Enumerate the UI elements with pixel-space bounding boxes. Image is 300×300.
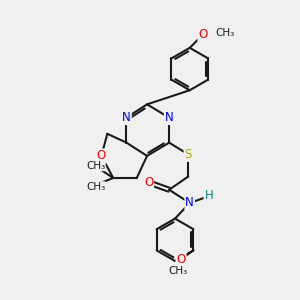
Text: H: H (205, 189, 213, 202)
Text: S: S (184, 148, 192, 161)
Text: CH₃: CH₃ (86, 160, 105, 171)
Text: O: O (176, 253, 186, 266)
Text: N: N (185, 196, 194, 209)
Text: CH₃: CH₃ (215, 28, 235, 38)
Text: O: O (198, 28, 208, 41)
Text: CH₃: CH₃ (169, 266, 188, 276)
Text: O: O (144, 176, 153, 189)
Text: N: N (165, 111, 173, 124)
Text: N: N (122, 111, 131, 124)
Text: CH₃: CH₃ (86, 182, 105, 192)
Text: O: O (97, 149, 106, 162)
